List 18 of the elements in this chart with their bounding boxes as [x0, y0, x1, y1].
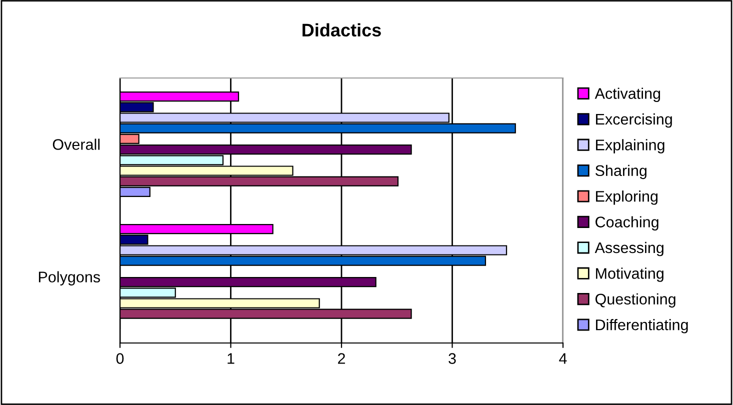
chart-title: Didactics — [302, 23, 381, 37]
legend-label: Excercising — [596, 113, 672, 128]
legend-label: Questioning — [596, 293, 676, 308]
legend-label: Differentiating — [596, 319, 688, 334]
legend-label: Explaining — [596, 139, 664, 154]
legend-label: Motivating — [596, 268, 664, 282]
x-tick-label: 0 — [116, 353, 124, 364]
legend-label: Activating — [594, 88, 660, 102]
x-tick-label: 2 — [338, 353, 345, 364]
legend-label: Sharing — [595, 164, 646, 180]
legend-label: Assessing — [594, 242, 664, 256]
y-tick-label: Polygons — [38, 271, 100, 286]
x-tick-label: 4 — [559, 353, 567, 364]
x-tick-label: 3 — [448, 353, 456, 364]
legend-label: Exploring — [596, 190, 658, 205]
y-tick-label: Overall — [52, 138, 100, 150]
x-tick-label: 1 — [228, 353, 234, 364]
legend-label: Coaching — [596, 216, 658, 230]
